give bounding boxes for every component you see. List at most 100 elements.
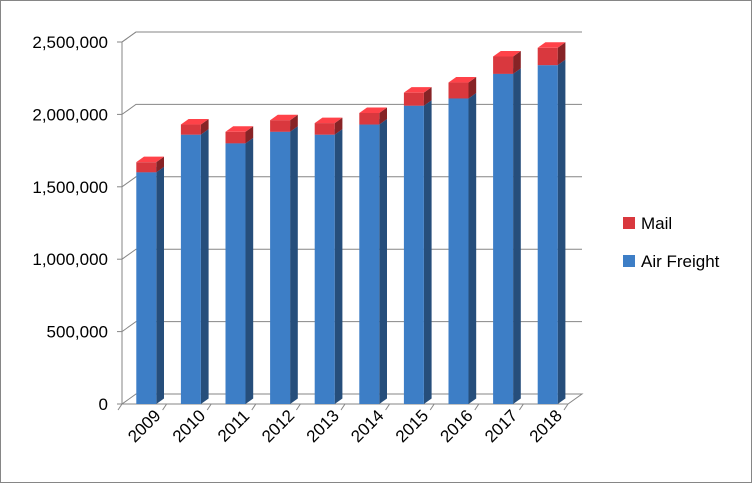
bar-top-face — [359, 107, 387, 113]
y-axis-line — [121, 31, 137, 404]
bar-side-face — [379, 107, 387, 125]
bar-air-freight-2009 — [136, 166, 164, 404]
legend-label: Mail — [641, 214, 672, 233]
bar-front-face — [136, 172, 157, 404]
bar-top-face — [225, 126, 254, 132]
bar-mail-2009 — [136, 156, 164, 173]
bars — [136, 42, 566, 405]
bar-front-face — [493, 56, 514, 74]
bar-mail-2011 — [225, 126, 254, 144]
x-tick-label: 2018 — [526, 406, 566, 446]
bar-front-face — [537, 65, 558, 404]
bar-front-face — [136, 162, 157, 173]
bar-top-face — [493, 50, 521, 57]
x-tick-mark — [206, 403, 212, 411]
x-tick-mark — [340, 403, 346, 411]
x-tick-mark — [518, 403, 524, 411]
bar-air-freight-2015 — [403, 100, 432, 404]
bar-air-freight-2016 — [448, 92, 477, 405]
gridlines — [117, 31, 582, 405]
y-tick-label: 500,000 — [47, 323, 108, 342]
bar-front-face — [537, 47, 558, 66]
x-tick-mark — [117, 403, 123, 411]
gridline — [121, 103, 582, 115]
bar-side-face — [290, 126, 298, 404]
bar-side-face — [468, 92, 477, 405]
x-tick-label: 2017 — [481, 406, 521, 446]
x-tick-mark — [474, 403, 480, 411]
bar-front-face — [314, 134, 335, 404]
bar-front-face — [270, 120, 291, 132]
x-tick-label: 2014 — [347, 406, 387, 446]
x-tick-mark — [429, 403, 435, 411]
bar-front-face — [314, 123, 335, 135]
bar-side-face — [423, 87, 432, 106]
x-tick-mark — [295, 403, 301, 411]
x-tick-mark — [385, 403, 391, 411]
legend: Mail Air Freight — [623, 214, 720, 271]
bar-front-face — [225, 131, 246, 144]
x-tick-mark — [563, 403, 569, 411]
bar-side-face — [334, 117, 343, 135]
gridline — [121, 176, 582, 188]
bar-mail-2016 — [448, 77, 477, 99]
bar-front-face — [359, 124, 380, 404]
bar-mail-2014 — [359, 107, 387, 125]
bar-front-face — [180, 134, 201, 404]
bar-side-face — [513, 50, 521, 74]
bar-top-face — [537, 42, 566, 48]
bar-side-face — [423, 100, 432, 404]
bar-front-face — [180, 124, 201, 135]
x-tick-label: 2013 — [303, 406, 343, 446]
x-tick-label: 2016 — [437, 406, 477, 446]
x-tick-label: 2010 — [169, 406, 209, 446]
bar-side-face — [513, 68, 521, 404]
bar-air-freight-2012 — [270, 126, 298, 404]
bar-top-face — [403, 87, 432, 93]
bar-top-face — [136, 156, 164, 163]
bar-side-face — [245, 137, 254, 405]
bar-air-freight-2018 — [537, 59, 566, 404]
bar-front-face — [448, 82, 469, 99]
bar-mail-2010 — [180, 119, 209, 135]
bar-mail-2015 — [403, 87, 432, 106]
x-tick-mark — [251, 403, 257, 411]
y-tick-label: 2,000,000 — [32, 105, 108, 124]
bar-air-freight-2013 — [314, 129, 343, 404]
bar-front-face — [493, 73, 514, 404]
x-tick-label: 2009 — [124, 406, 164, 446]
x-tick-label: 2015 — [392, 406, 432, 446]
bar-front-face — [359, 112, 380, 125]
legend-swatch — [623, 217, 635, 229]
legend-swatch — [623, 255, 635, 267]
y-axis-tick-labels: 0 500,000 1,000,000 1,500,000 2,000,000 2,500… — [32, 33, 108, 414]
bar-side-face — [156, 166, 164, 404]
bar-air-freight-2010 — [180, 129, 209, 404]
y-tick-label: 0 — [99, 395, 108, 414]
bar-air-freight-2014 — [359, 119, 387, 404]
bar-side-face — [557, 42, 566, 66]
bar-front-face — [448, 98, 469, 405]
bar-mail-2017 — [493, 50, 521, 74]
bar-side-face — [200, 129, 209, 404]
gridline — [121, 31, 582, 43]
bar-front-face — [225, 143, 246, 405]
y-tick-label: 1,000,000 — [32, 250, 108, 269]
bar-side-face — [290, 114, 298, 132]
bar-side-face — [379, 119, 387, 404]
x-tick-label: 2011 — [214, 406, 253, 445]
bar-side-face — [334, 129, 343, 404]
bar-front-face — [270, 131, 291, 404]
bar-top-face — [180, 119, 209, 125]
gridline — [121, 248, 582, 260]
bar-mail-2012 — [270, 114, 298, 132]
bar-top-face — [314, 117, 343, 124]
bar-top-face — [270, 114, 298, 121]
bar-front-face — [403, 105, 424, 404]
bar-front-face — [403, 92, 424, 106]
bar-side-face — [156, 156, 164, 173]
bar-side-face — [245, 126, 254, 144]
x-tick-label: 2012 — [258, 406, 298, 446]
